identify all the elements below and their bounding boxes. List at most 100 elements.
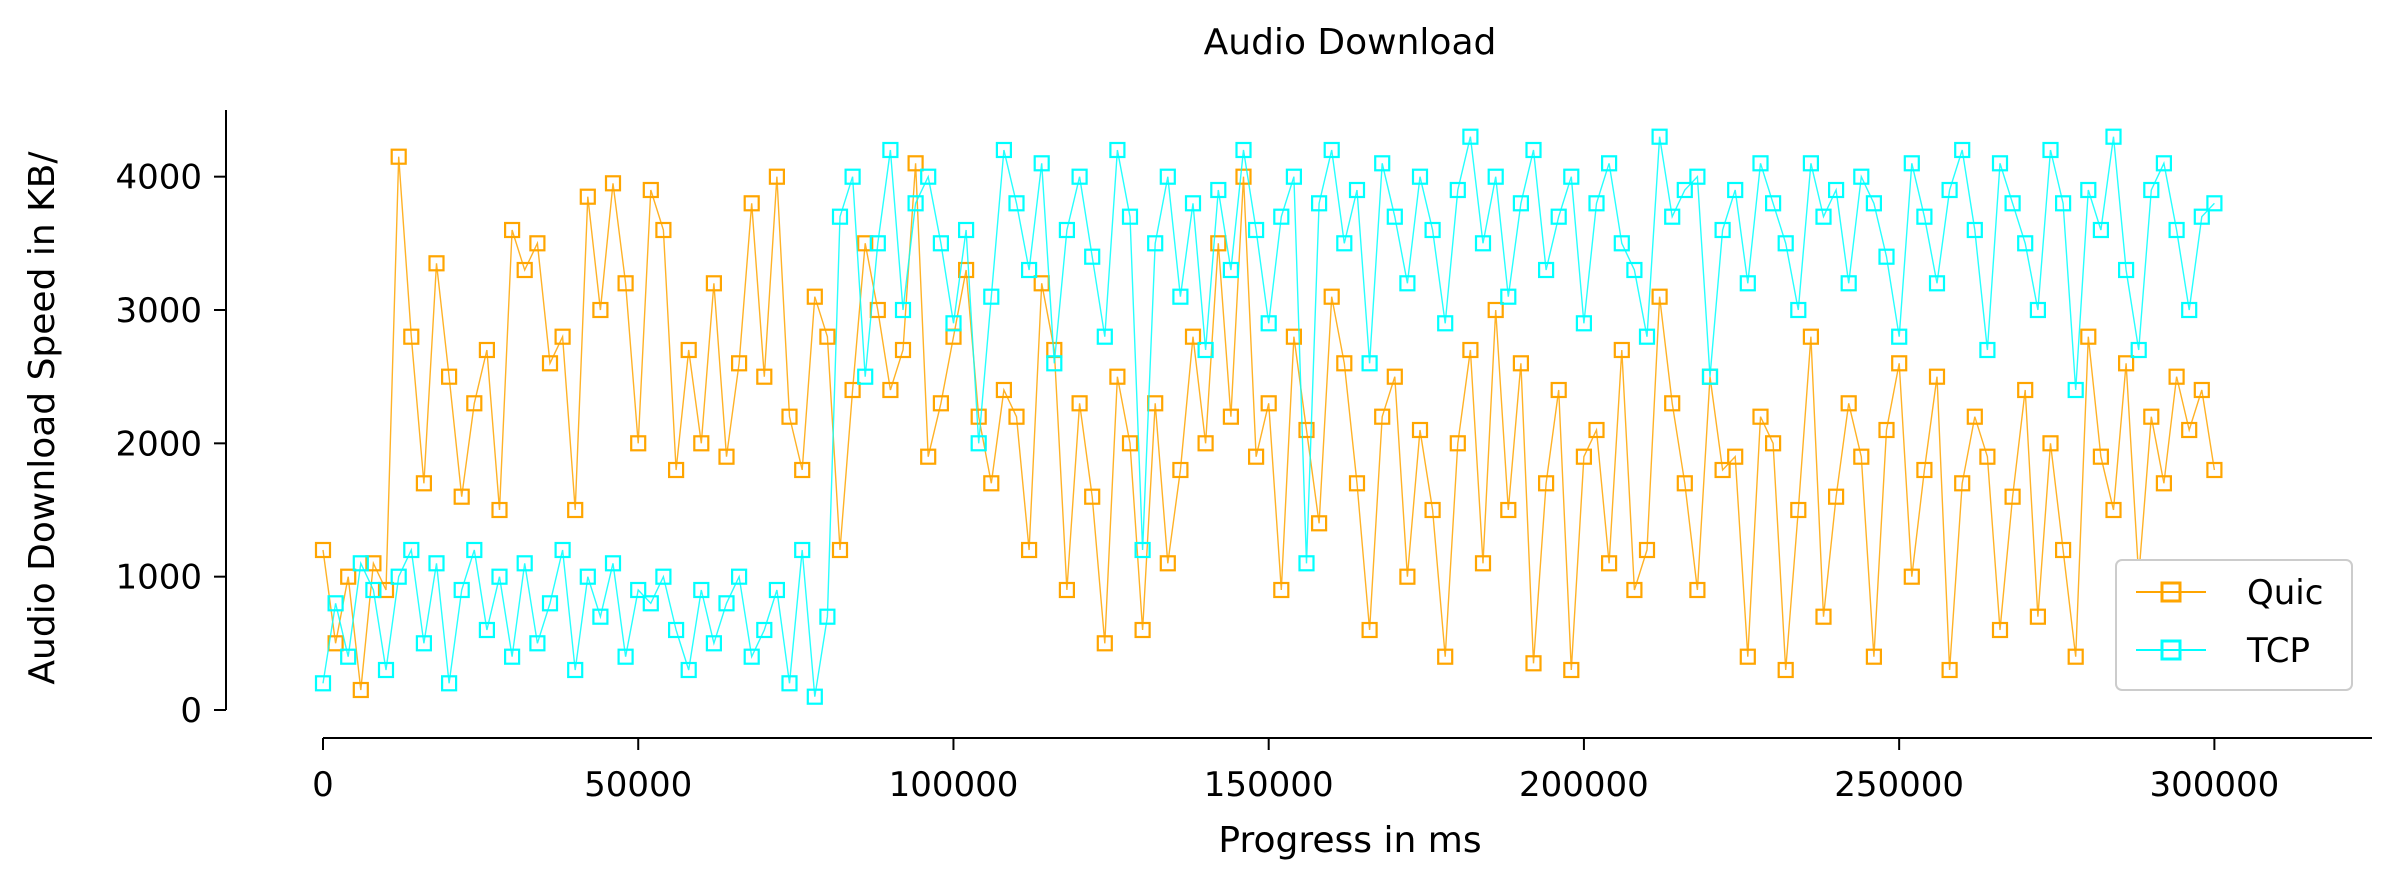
data-point-tcp [579, 568, 596, 585]
data-point-quic [1071, 395, 1088, 412]
data-point-tcp [1184, 195, 1202, 212]
data-point-tcp [1600, 155, 1618, 172]
data-point-tcp [604, 555, 622, 572]
data-point-quic [1348, 475, 1366, 492]
data-point-tcp [1853, 168, 1870, 185]
data-point-tcp [2105, 128, 2122, 145]
data-point-quic [1714, 461, 1731, 479]
data-point-tcp [617, 648, 634, 665]
data-point-tcp [1651, 128, 1668, 145]
data-point-tcp [1210, 181, 1227, 199]
data-point-quic [1638, 541, 1656, 559]
legend: Quic TCP [2115, 559, 2353, 691]
data-point-tcp [1411, 168, 1429, 185]
data-point-quic [1891, 355, 1908, 372]
data-point-tcp [1197, 341, 1214, 359]
data-point-quic [428, 255, 445, 272]
data-point-quic [831, 541, 849, 559]
data-point-quic [2168, 368, 2185, 385]
data-point-quic [491, 501, 508, 519]
data-point-tcp [1727, 181, 1744, 199]
data-point-quic [2092, 448, 2109, 465]
data-point-quic [504, 221, 521, 239]
data-point-tcp [844, 168, 861, 185]
data-point-quic [907, 155, 924, 172]
data-point-tcp [1941, 181, 1958, 199]
data-point-quic [920, 448, 937, 465]
data-point-tcp [1462, 128, 1479, 145]
data-point-tcp [957, 221, 975, 239]
data-point-quic [2067, 648, 2084, 665]
data-point-quic [1399, 568, 1416, 585]
data-point-tcp [1361, 355, 1378, 372]
data-point-quic [1210, 235, 1227, 252]
data-point-quic [1058, 581, 1076, 599]
data-point-tcp [1525, 141, 1542, 159]
data-point-tcp [794, 541, 811, 559]
data-point-tcp [592, 608, 609, 625]
y-ticks: 0 1000 2000 3000 4000 [115, 158, 226, 731]
data-point-tcp [1701, 368, 1719, 385]
data-point-tcp [1777, 235, 1794, 252]
data-point-tcp [340, 648, 357, 665]
data-point-tcp [1550, 208, 1567, 225]
data-point-quic [995, 381, 1013, 399]
data-point-tcp [529, 635, 546, 652]
data-point-tcp [2193, 208, 2210, 225]
data-point-tcp [1500, 288, 1517, 305]
data-point-quic [1260, 395, 1277, 412]
data-point-tcp [768, 581, 786, 599]
data-point-tcp [1399, 275, 1416, 292]
data-point-tcp [491, 568, 508, 585]
data-point-quic [1966, 408, 1983, 425]
data-point-tcp [1752, 155, 1769, 172]
data-point-quic [743, 195, 760, 212]
data-point-quic [1777, 661, 1794, 679]
data-point-tcp [920, 168, 937, 185]
data-point-quic [806, 288, 823, 305]
data-point-quic [1815, 608, 1832, 625]
data-point-tcp [1537, 261, 1555, 279]
data-point-tcp [2055, 195, 2072, 212]
data-point-tcp [831, 208, 849, 225]
data-point-quic [1991, 621, 2009, 639]
data-point-quic [1197, 435, 1214, 452]
data-point-quic [1739, 648, 1756, 665]
data-point-quic [1222, 408, 1240, 425]
data-point-quic [1386, 368, 1403, 385]
data-point-tcp [1928, 275, 1946, 292]
data-point-quic [314, 541, 332, 559]
data-point-tcp [730, 568, 748, 585]
data-point-tcp [945, 315, 962, 332]
data-point-quic [1096, 635, 1113, 652]
data-point-quic [1512, 355, 1530, 372]
data-point-tcp [2029, 301, 2047, 319]
data-point-tcp [1638, 328, 1656, 345]
data-point-tcp [1298, 555, 1315, 572]
data-point-quic [882, 381, 899, 399]
data-point-tcp [1664, 208, 1681, 225]
data-point-tcp [1323, 141, 1340, 159]
data-point-quic [604, 175, 622, 192]
data-point-quic [1323, 288, 1340, 305]
data-point-tcp [2017, 235, 2034, 252]
data-point-quic [642, 181, 659, 199]
data-point-tcp [1575, 315, 1593, 332]
data-point-tcp [1865, 195, 1883, 212]
data-point-quic [2004, 488, 2021, 505]
data-point-tcp [983, 288, 1000, 305]
data-point-quic [768, 168, 786, 185]
data-point-quic [857, 235, 874, 252]
x-tick-label: 200000 [1519, 765, 1649, 805]
data-point-quic [1613, 341, 1630, 359]
data-point-quic [819, 328, 836, 345]
data-point-tcp [1891, 328, 1908, 345]
x-tick-label: 300000 [2149, 765, 2279, 805]
data-point-quic [1764, 435, 1782, 452]
data-point-tcp [667, 621, 685, 639]
data-point-tcp [1903, 155, 1920, 172]
data-point-tcp [1348, 181, 1366, 199]
data-point-quic [2118, 355, 2135, 372]
data-point-tcp [2042, 141, 2059, 159]
data-point-tcp [377, 661, 395, 679]
